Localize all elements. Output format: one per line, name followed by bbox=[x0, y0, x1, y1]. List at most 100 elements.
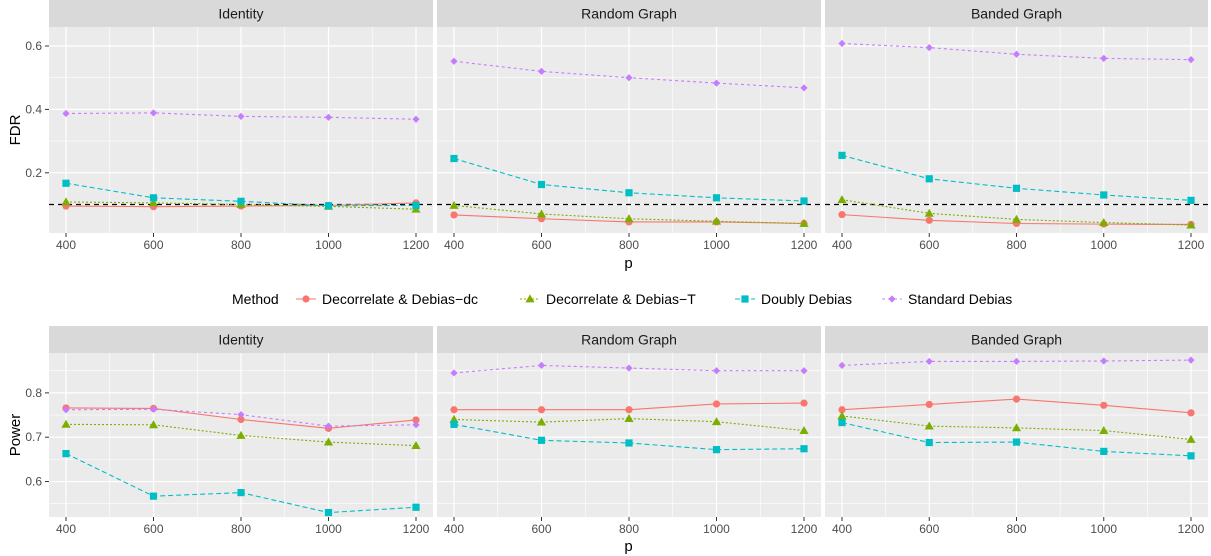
x-tick-label: 800 bbox=[619, 522, 639, 536]
data-point bbox=[1187, 452, 1195, 460]
x-tick-label: 1000 bbox=[315, 522, 342, 536]
legend-key-marker bbox=[525, 294, 535, 303]
data-point bbox=[625, 74, 633, 82]
data-point bbox=[1100, 401, 1108, 409]
legend-item: Decorrelate & Debias−T bbox=[520, 291, 696, 307]
x-tick-label: 1000 bbox=[703, 238, 730, 252]
x-tick-label: 800 bbox=[1006, 522, 1026, 536]
x-tick-label: 1200 bbox=[791, 522, 818, 536]
data-point bbox=[412, 421, 420, 429]
data-point bbox=[62, 450, 70, 458]
data-point bbox=[411, 441, 421, 450]
x-tick-label: 400 bbox=[56, 522, 76, 536]
legend-label: Standard Debias bbox=[908, 291, 1012, 307]
data-point bbox=[838, 211, 846, 219]
y-axis-title: FDR bbox=[7, 114, 24, 145]
data-point bbox=[925, 175, 933, 183]
legend-label: Decorrelate & Debias−T bbox=[546, 291, 696, 307]
data-point bbox=[799, 218, 809, 227]
y-tick-label: 0.8 bbox=[25, 386, 42, 400]
x-tick-label: 800 bbox=[231, 238, 251, 252]
fdr-row: Identity 400 600 800 1000 1200 Random Graph 400… bbox=[7, 0, 1208, 272]
data-point bbox=[324, 422, 333, 430]
data-point bbox=[149, 405, 158, 413]
series-line bbox=[65, 423, 417, 447]
data-point bbox=[624, 214, 634, 223]
data-point bbox=[149, 109, 158, 117]
data-point bbox=[1100, 357, 1108, 365]
data-point bbox=[925, 400, 933, 409]
facet-title: Identity bbox=[218, 6, 263, 22]
data-point bbox=[925, 44, 933, 52]
legend-item: Decorrelate & Debias−dc bbox=[296, 291, 478, 307]
data-point bbox=[1012, 357, 1021, 366]
data-point bbox=[711, 417, 722, 426]
data-point bbox=[924, 208, 934, 217]
x-tick-label: 400 bbox=[832, 238, 852, 252]
facet-strip bbox=[437, 0, 821, 27]
x-tick-label: 1000 bbox=[1090, 522, 1117, 536]
data-point bbox=[62, 406, 70, 414]
x-tick-label: 600 bbox=[143, 522, 163, 536]
x-tick-label: 400 bbox=[444, 238, 464, 252]
data-point bbox=[712, 194, 721, 202]
data-point bbox=[1012, 50, 1021, 58]
y-tick-label: 0.4 bbox=[25, 102, 42, 116]
panel-banded-graph: Banded Graph 400 600 800 1000 1200 bbox=[825, 0, 1208, 252]
data-point bbox=[412, 503, 420, 511]
panel-identity: Identity 400 600 800 1000 1200 bbox=[49, 326, 433, 536]
legend-title: Method bbox=[232, 291, 279, 307]
data-point bbox=[237, 415, 245, 424]
data-point bbox=[537, 436, 546, 444]
data-point bbox=[149, 492, 158, 500]
data-point bbox=[237, 197, 245, 205]
legend-item: Standard Debias bbox=[882, 291, 1012, 307]
data-point bbox=[450, 57, 458, 65]
data-point bbox=[625, 189, 633, 197]
data-point bbox=[323, 437, 334, 446]
data-point bbox=[800, 399, 808, 407]
data-point bbox=[237, 411, 245, 419]
x-tick-label: 1000 bbox=[1090, 238, 1117, 252]
data-point bbox=[237, 489, 245, 497]
data-point bbox=[1186, 220, 1196, 229]
x-tick-label: 800 bbox=[231, 522, 251, 536]
data-point bbox=[324, 113, 333, 121]
y-tick-label: 0.6 bbox=[25, 39, 42, 53]
data-point bbox=[450, 369, 458, 377]
x-axis-title: p bbox=[624, 538, 632, 555]
x-tick-label: 400 bbox=[832, 522, 852, 536]
data-point bbox=[712, 400, 721, 408]
data-point bbox=[712, 446, 721, 454]
legend: Method Decorrelate & Debias−dc Decorrelat… bbox=[232, 291, 1012, 307]
data-point bbox=[450, 154, 458, 163]
data-point bbox=[924, 421, 934, 430]
x-tick-label: 1200 bbox=[791, 238, 818, 252]
data-point bbox=[837, 195, 847, 204]
data-point bbox=[838, 406, 846, 414]
data-point bbox=[1011, 423, 1022, 432]
data-point bbox=[412, 201, 420, 210]
data-point bbox=[800, 445, 808, 453]
data-point bbox=[537, 361, 546, 370]
data-point bbox=[1187, 356, 1195, 364]
data-point bbox=[838, 418, 846, 427]
data-point bbox=[625, 364, 633, 372]
facet-strip bbox=[825, 0, 1208, 27]
panel-random-graph: Random Graph 400 600 800 1000 1200 bbox=[437, 326, 821, 536]
data-point bbox=[236, 430, 246, 439]
legend-item: Doubly Debias bbox=[735, 291, 852, 307]
legend-key-marker bbox=[302, 295, 310, 303]
data-point bbox=[1100, 191, 1108, 199]
x-tick-label: 1000 bbox=[703, 522, 730, 536]
y-tick-label: 0.7 bbox=[25, 430, 42, 444]
facet-strip bbox=[49, 326, 433, 353]
x-tick-label: 600 bbox=[531, 522, 551, 536]
data-point bbox=[625, 406, 633, 414]
data-point bbox=[712, 79, 721, 87]
data-point bbox=[1186, 434, 1196, 443]
x-tick-label: 800 bbox=[1006, 238, 1026, 252]
facet-title: Banded Graph bbox=[971, 6, 1062, 22]
x-tick-label: 600 bbox=[919, 238, 939, 252]
